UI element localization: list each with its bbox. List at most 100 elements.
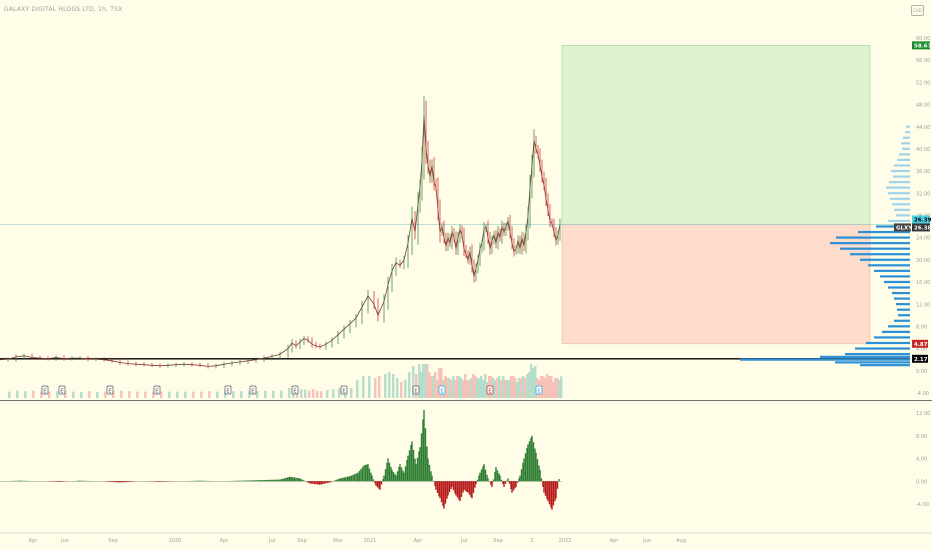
volume-bar xyxy=(378,376,381,398)
price-axis-tick: 56.00 xyxy=(916,58,930,64)
volume-bar xyxy=(404,380,407,398)
current-price-tag-bg xyxy=(912,215,930,224)
volume-profile-row xyxy=(892,291,910,295)
oscillator-axis-tick: 12.00 xyxy=(916,411,930,417)
time-axis-tick: Apr xyxy=(29,538,39,544)
volume-profile-row xyxy=(836,236,910,239)
volume-profile-row xyxy=(884,280,910,284)
volume-bar xyxy=(464,374,467,398)
earnings-marker-box xyxy=(58,385,66,395)
time-axis-tick: Sep xyxy=(297,538,306,544)
earnings-marker[interactable]: E xyxy=(153,385,161,395)
price-axis-tick: 52.00 xyxy=(916,80,930,86)
volume-bar xyxy=(526,374,529,398)
volume-bar xyxy=(128,391,131,398)
loss-zone xyxy=(561,224,871,345)
volume-profile-row xyxy=(894,319,910,322)
volume-bar xyxy=(424,364,427,398)
earnings-marker[interactable]: E xyxy=(41,385,49,395)
volume-bar xyxy=(24,391,27,398)
earnings-marker[interactable]: E xyxy=(58,385,66,395)
price-axis-tick: 4.00 xyxy=(916,347,927,353)
volume-profile-row xyxy=(880,275,910,278)
price-axis-tick: 20.00 xyxy=(916,258,930,264)
volume-bar xyxy=(326,390,329,398)
volume-bar xyxy=(530,364,533,398)
volume-bar xyxy=(300,389,303,398)
volume-bar xyxy=(440,368,443,398)
volume-bar xyxy=(450,380,453,398)
time-axis-tick: Apr xyxy=(610,538,620,544)
earnings-marker-box xyxy=(224,385,232,395)
volume-bar xyxy=(472,374,475,398)
volume-profile-row xyxy=(906,125,910,128)
earnings-marker[interactable]: E xyxy=(291,385,299,395)
currency-icon[interactable]: CAD xyxy=(911,5,924,16)
volume-profile-row xyxy=(897,308,910,311)
volume-bar xyxy=(64,391,67,398)
earnings-marker[interactable]: E xyxy=(412,385,420,395)
volume-bar xyxy=(216,391,219,398)
earnings-marker[interactable]: E xyxy=(535,385,543,395)
volume-bar xyxy=(264,390,267,398)
volume-bar xyxy=(476,378,479,398)
volume-profile-row xyxy=(902,147,910,150)
earnings-marker-label: E xyxy=(226,389,229,395)
earnings-marker[interactable]: E xyxy=(486,385,494,395)
time-axis-tick: 2 xyxy=(530,538,533,544)
volume-bar xyxy=(356,380,359,398)
volume-bar xyxy=(544,378,547,398)
volume-bar xyxy=(332,389,335,398)
volume-bar xyxy=(434,372,437,398)
price-axis-tick: 32.00 xyxy=(916,191,930,197)
volume-bar xyxy=(494,380,497,398)
earnings-marker[interactable]: E xyxy=(438,385,446,395)
volume-bar xyxy=(56,391,59,398)
volume-bar xyxy=(338,388,341,398)
volume-bar xyxy=(522,376,525,398)
earnings-marker-label: E xyxy=(155,389,158,395)
volume-bar xyxy=(312,389,315,398)
price-axis-tick: -4.00 xyxy=(916,391,929,397)
volume-bar xyxy=(48,391,51,398)
volume-bar xyxy=(498,376,501,398)
time-axis-tick: Jul xyxy=(460,538,467,544)
volume-bar xyxy=(460,378,463,398)
volume-bar xyxy=(392,374,395,398)
symbol-price-tag-text: 26.38 xyxy=(914,225,932,231)
price-axis-tick: 8.00 xyxy=(916,324,927,330)
volume-bar xyxy=(72,391,75,398)
current-price-tag: 26.39 xyxy=(912,215,932,224)
volume-profile-row xyxy=(897,158,910,162)
volume-bar xyxy=(144,391,147,398)
time-axis-tick: Sep xyxy=(108,538,117,544)
volume-bar xyxy=(208,391,211,398)
earnings-marker[interactable]: E xyxy=(340,385,348,395)
earnings-marker[interactable]: E xyxy=(249,385,257,395)
price-axis-tick: 0.00 xyxy=(916,369,927,375)
volume-bar xyxy=(176,391,179,398)
chart-title: GALAXY DIGITAL HLDGS LTD, 1h, TSX xyxy=(4,6,123,13)
volume-bar xyxy=(304,389,307,398)
volume-bar xyxy=(534,366,537,398)
volume-profile-row xyxy=(874,269,910,272)
volume-profile-row xyxy=(898,314,910,317)
volume-profile-row xyxy=(845,352,910,356)
volume-profile-row xyxy=(835,361,910,364)
earnings-marker-box xyxy=(153,385,161,395)
time-axis-tick: Jun xyxy=(60,538,69,544)
support-price-tag: 2.17 xyxy=(912,354,928,363)
volume-bar xyxy=(436,380,439,398)
volume-bar xyxy=(422,364,425,398)
earnings-marker[interactable]: E xyxy=(224,385,232,395)
earnings-marker-box xyxy=(535,385,543,395)
volume-bar xyxy=(350,388,353,398)
symbol-price-tag-bg xyxy=(912,223,930,232)
volume-bar xyxy=(458,376,461,398)
volume-bar xyxy=(104,391,107,398)
earnings-marker[interactable]: E xyxy=(106,385,114,395)
time-axis-tick: Sep xyxy=(493,538,502,544)
earnings-marker-box xyxy=(291,385,299,395)
price-axis-tick: 24.00 xyxy=(916,236,930,242)
